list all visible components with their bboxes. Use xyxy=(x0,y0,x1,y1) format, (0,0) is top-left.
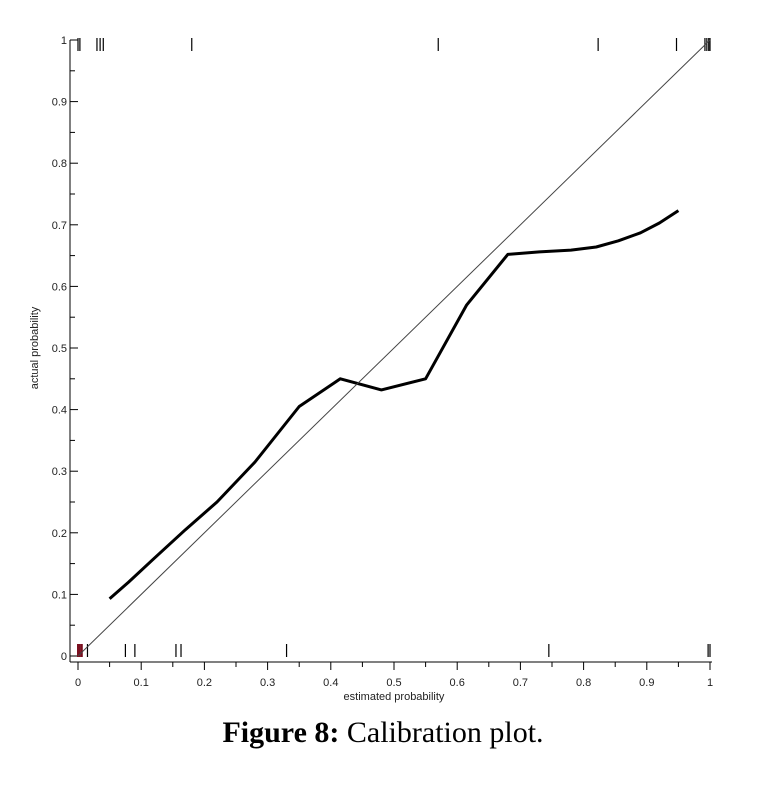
x-tick-label: 0.2 xyxy=(197,677,212,689)
y-tick-label: 0.3 xyxy=(52,466,67,478)
calibration-chart: 0 0.1 0.2 0.3 0.4 0.5 0.6 0.7 0.8 0.9 1 0 0.1 0.2 0.3 0… xyxy=(29,35,713,703)
x-tick-label: 0.8 xyxy=(576,677,591,689)
x-tick-label: 0.3 xyxy=(260,677,275,689)
y-tick-label: 0.8 xyxy=(52,158,67,170)
y-tick-label: 0.4 xyxy=(52,405,67,417)
plot-lines xyxy=(77,39,711,657)
caption-text: Calibration plot. xyxy=(339,716,544,749)
x-tick-label: 0.7 xyxy=(513,677,528,689)
y-tick-label: 0.1 xyxy=(52,589,67,601)
y-tick-label: 0.6 xyxy=(52,281,67,293)
x-tick-label: 0.5 xyxy=(386,677,401,689)
axes: 0 0.1 0.2 0.3 0.4 0.5 0.6 0.7 0.8 0.9 1 0 0.1 0.2 0.3 0… xyxy=(52,35,713,689)
caption-label: Figure 8: xyxy=(222,716,340,749)
calibration-curve xyxy=(108,209,680,600)
x-tick-label: 0.9 xyxy=(639,677,654,689)
y-tick-label: 1 xyxy=(61,35,67,47)
x-tick-label: 0.6 xyxy=(450,677,465,689)
x-tick-label: 1 xyxy=(707,677,713,689)
x-tick-label: 0.1 xyxy=(134,677,149,689)
figure-caption: Figure 8: Calibration plot. xyxy=(0,716,766,750)
y-tick-label: 0.2 xyxy=(52,528,67,540)
x-tick-label: 0 xyxy=(75,677,81,689)
y-tick-label: 0.7 xyxy=(52,220,67,232)
y-tick-label: 0.9 xyxy=(52,97,67,109)
y-axis-label: actual probability xyxy=(29,306,41,389)
y-tick-label: 0.5 xyxy=(52,343,67,355)
x-axis-label: estimated probability xyxy=(344,691,445,703)
reference-diagonal-line xyxy=(77,39,711,657)
y-tick-label: 0 xyxy=(61,651,67,663)
x-tick-label: 0.4 xyxy=(323,677,338,689)
